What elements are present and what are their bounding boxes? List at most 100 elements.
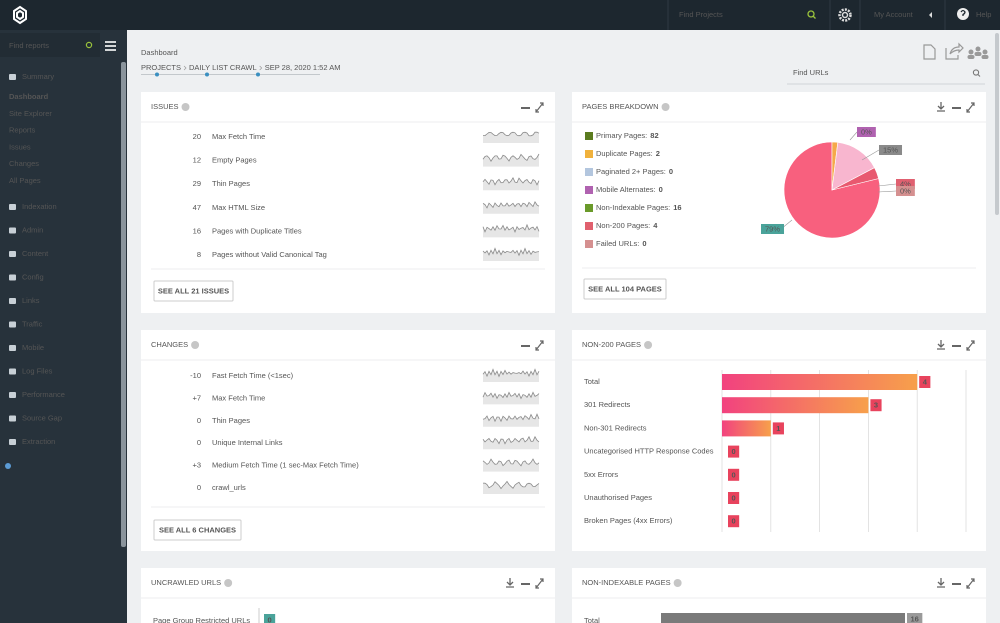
category-label: 5xx Errors xyxy=(584,470,618,479)
issue-count[interactable]: 8 xyxy=(197,250,201,259)
info-icon[interactable] xyxy=(191,341,200,349)
help-link[interactable]: Help xyxy=(976,10,991,19)
change-label[interactable]: crawl_urls xyxy=(212,483,246,492)
users-icon[interactable] xyxy=(968,49,974,55)
timeline-dot xyxy=(256,72,260,77)
sparkline xyxy=(482,131,540,137)
settings-icon[interactable] xyxy=(838,8,852,22)
sparkline-area xyxy=(483,224,539,238)
change-label[interactable]: Fast Fetch Time (<1sec) xyxy=(212,371,294,380)
button[interactable] xyxy=(583,278,667,300)
slice-label: 0% xyxy=(861,127,872,136)
button-label[interactable]: SEE ALL 6 CHANGES xyxy=(159,525,236,534)
issue-label[interactable]: Pages with Duplicate Titles xyxy=(212,226,302,235)
change-value[interactable]: +7 xyxy=(192,393,201,402)
users-icon[interactable] xyxy=(975,46,981,52)
breadcrumb[interactable]: DAILY LIST CRAWL xyxy=(189,63,257,72)
info-icon[interactable] xyxy=(181,103,190,111)
users-icon[interactable] xyxy=(982,49,988,55)
pdf-icon[interactable] xyxy=(923,44,936,60)
change-label[interactable]: Thin Pages xyxy=(212,416,250,425)
expand-icon[interactable] xyxy=(535,340,544,351)
project-search[interactable]: Find Projects xyxy=(679,10,723,19)
expand-icon[interactable] xyxy=(966,578,975,589)
expand-icon[interactable] xyxy=(966,102,975,113)
expand-icon[interactable] xyxy=(966,340,975,351)
change-value[interactable]: 0 xyxy=(197,438,201,447)
info-icon[interactable] xyxy=(673,579,682,587)
menu-icon xyxy=(9,392,16,398)
info-icon[interactable] xyxy=(224,579,233,587)
change-value[interactable]: -10 xyxy=(190,371,201,380)
menu-item[interactable]: Issues xyxy=(9,142,31,151)
slice-label-box xyxy=(896,179,915,189)
sparkline xyxy=(482,368,540,378)
menu-group[interactable]: Content xyxy=(22,249,49,258)
search-icon xyxy=(977,74,981,77)
value-label: 16 xyxy=(911,614,919,623)
info-icon[interactable] xyxy=(661,103,670,111)
account-menu[interactable]: My Account xyxy=(874,10,914,19)
menu-icon xyxy=(9,74,16,80)
issue-label[interactable]: Empty Pages xyxy=(212,156,257,165)
slice-label-box xyxy=(896,186,915,196)
issue-label[interactable]: Max HTML Size xyxy=(212,203,265,212)
menu-group[interactable]: Links xyxy=(22,296,40,305)
menu-group[interactable]: Summary xyxy=(22,72,54,81)
menu-item[interactable]: Reports xyxy=(9,126,36,135)
menu-group[interactable]: Mobile xyxy=(22,343,44,352)
legend-value: 2 xyxy=(656,149,660,158)
menu-group[interactable]: Config xyxy=(22,272,44,281)
issue-count[interactable]: 16 xyxy=(193,226,201,235)
download-icon[interactable] xyxy=(937,102,945,112)
change-value[interactable]: 0 xyxy=(197,483,201,492)
search-icon[interactable] xyxy=(807,10,815,18)
find-urls[interactable]: Find URLs xyxy=(793,68,829,77)
change-value[interactable]: 0 xyxy=(197,416,201,425)
issue-label[interactable]: Pages without Valid Canonical Tag xyxy=(212,250,327,259)
menu-group[interactable]: Performance xyxy=(22,390,65,399)
button[interactable] xyxy=(153,280,234,302)
issue-count[interactable]: 12 xyxy=(193,156,201,165)
menu-item[interactable]: All Pages xyxy=(9,176,41,185)
change-label[interactable]: Max Fetch Time xyxy=(212,393,265,402)
download-icon[interactable] xyxy=(937,578,945,588)
change-label[interactable]: Unique Internal Links xyxy=(212,438,283,447)
button-label[interactable]: SEE ALL 104 PAGES xyxy=(588,284,662,293)
button[interactable] xyxy=(153,519,242,541)
change-label[interactable]: Medium Fetch Time (1 sec-Max Fetch Time) xyxy=(212,461,359,470)
download-icon[interactable] xyxy=(506,578,514,588)
menu-group[interactable]: Indexation xyxy=(22,202,57,211)
share-icon[interactable] xyxy=(945,42,964,60)
expand-icon[interactable] xyxy=(535,102,544,113)
menu-group[interactable]: Log Files xyxy=(22,366,53,375)
report-search[interactable]: Find reports xyxy=(9,41,49,50)
menu-group[interactable]: Extraction xyxy=(22,437,55,446)
issue-label[interactable]: Max Fetch Time xyxy=(212,132,265,141)
panel xyxy=(141,92,555,313)
sparkline xyxy=(482,176,540,186)
legend-label: Primary Pages: xyxy=(596,131,647,140)
sparkline-area xyxy=(483,481,539,494)
issue-label[interactable]: Thin Pages xyxy=(212,179,250,188)
menu-item[interactable]: Dashboard xyxy=(9,92,49,101)
menu-group[interactable]: Source Gap xyxy=(22,413,62,422)
issue-count[interactable]: 47 xyxy=(193,203,201,212)
breadcrumb[interactable]: PROJECTS xyxy=(141,63,181,72)
menu-group[interactable]: Traffic xyxy=(22,319,43,328)
breadcrumb[interactable]: SEP 28, 2020 1:52 AM xyxy=(265,63,341,72)
button-label[interactable]: SEE ALL 21 ISSUES xyxy=(158,286,229,295)
menu-group[interactable]: Admin xyxy=(22,225,43,234)
change-value[interactable]: +3 xyxy=(192,461,201,470)
issue-count[interactable]: 29 xyxy=(193,179,201,188)
leader-line xyxy=(877,190,897,193)
logo xyxy=(13,5,27,25)
legend-label: Non-Indexable Pages: xyxy=(596,203,670,212)
download-icon[interactable] xyxy=(937,340,945,350)
issue-count[interactable]: 20 xyxy=(193,132,201,141)
sparkline-area xyxy=(483,154,539,167)
expand-icon[interactable] xyxy=(535,578,544,589)
menu-item[interactable]: Site Explorer xyxy=(9,109,52,118)
info-icon[interactable] xyxy=(644,341,653,349)
menu-item[interactable]: Changes xyxy=(9,159,39,168)
